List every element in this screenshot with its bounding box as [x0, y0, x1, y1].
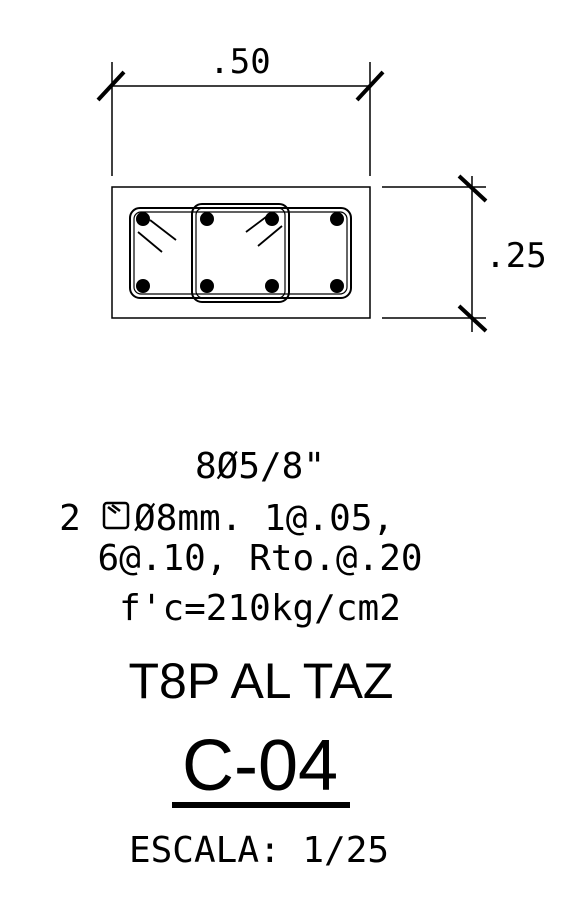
height-tick-bottom	[457, 304, 488, 333]
stirrup-icon	[102, 501, 130, 530]
element-type-label: T8P AL TAZ	[129, 653, 394, 709]
inner-stirrup-inner-edge	[195, 207, 286, 299]
hook-left-1	[137, 231, 163, 253]
rebar	[330, 279, 344, 293]
rebar-group	[136, 212, 344, 293]
rebar	[200, 279, 214, 293]
hook-left-2	[149, 219, 177, 241]
spec-stirrup-detail: Ø8mm. 1@.05,	[134, 498, 394, 539]
hook-right-2	[257, 225, 283, 247]
spec-stirrup-count: 2	[59, 498, 81, 539]
spec-rebar-count: 8Ø5/8"	[195, 446, 325, 487]
inner-stirrup	[191, 203, 290, 303]
width-dimension: .50	[96, 42, 385, 176]
spec-block: 8Ø5/8" 2 Ø8mm. 1@.05, 6@.10, Rto.@.20 f'…	[59, 446, 422, 629]
width-label: .50	[209, 42, 270, 82]
height-tick-top	[457, 174, 488, 203]
scale-label: ESCALA: 1/25	[129, 830, 389, 871]
height-dimension: .25	[382, 174, 547, 333]
rebar	[330, 212, 344, 226]
element-code-group: C-04	[172, 726, 350, 808]
width-tick-right	[355, 70, 385, 102]
spec-concrete-strength: f'c=210kg/cm2	[119, 588, 401, 629]
element-code: C-04	[182, 726, 338, 806]
rebar	[200, 212, 214, 226]
height-label: .25	[485, 236, 546, 276]
spec-spacing: 6@.10, Rto.@.20	[97, 538, 422, 579]
element-code-underline	[172, 802, 350, 808]
column-section	[111, 186, 371, 319]
outer-stirrup	[129, 207, 352, 299]
outer-stirrup-inner-edge	[133, 211, 348, 295]
rebar	[265, 279, 279, 293]
rebar	[136, 279, 150, 293]
rebar	[265, 212, 279, 226]
rebar	[136, 212, 150, 226]
width-tick-left	[96, 70, 126, 102]
concrete-outline	[111, 186, 371, 319]
